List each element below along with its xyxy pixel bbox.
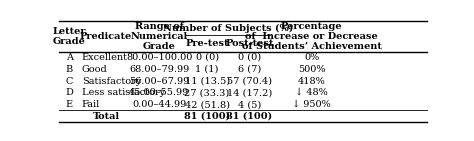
Text: Pre-test: Pre-test [185,39,229,48]
Text: Fail: Fail [82,100,100,109]
Text: Good: Good [82,65,108,74]
Text: 81 (100): 81 (100) [226,112,273,121]
Text: Less satisfactory: Less satisfactory [82,88,165,97]
Text: 0%: 0% [304,53,319,62]
Text: D: D [65,88,73,97]
Text: 42 (51.8): 42 (51.8) [184,100,229,109]
Text: 80.00–100.00: 80.00–100.00 [126,53,192,62]
Text: 11 (13.5): 11 (13.5) [184,77,230,85]
Text: 0.00–44.99: 0.00–44.99 [132,100,186,109]
Text: 45.00–55.99: 45.00–55.99 [129,88,190,97]
Text: 418%: 418% [298,77,326,85]
Text: Number of Subjects (%): Number of Subjects (%) [163,24,293,33]
Text: A: A [66,53,73,62]
Text: ↓ 48%: ↓ 48% [295,88,328,97]
Text: 4 (5): 4 (5) [238,100,261,109]
Text: 14 (17.2): 14 (17.2) [227,88,272,97]
Text: Predicate: Predicate [80,32,132,41]
Text: C: C [66,77,73,85]
Text: 0 (0): 0 (0) [196,53,219,62]
Text: 27 (33.3): 27 (33.3) [184,88,230,97]
Text: Range of
Numerical
Grade: Range of Numerical Grade [131,22,188,51]
Text: Satisfactory: Satisfactory [82,77,141,85]
Text: 57 (70.4): 57 (70.4) [227,77,272,85]
Text: E: E [66,100,73,109]
Text: 500%: 500% [298,65,326,74]
Text: 0 (0): 0 (0) [238,53,261,62]
Text: 68.00–79.99: 68.00–79.99 [129,65,190,74]
Text: 56.00–67.99: 56.00–67.99 [129,77,190,85]
Text: ↓ 950%: ↓ 950% [292,100,331,109]
Text: 6 (7): 6 (7) [238,65,261,74]
Text: Letter
Grade: Letter Grade [53,27,86,46]
Text: Excellent: Excellent [82,53,128,62]
Text: 81 (100): 81 (100) [184,112,230,121]
Text: 1 (1): 1 (1) [195,65,219,74]
Text: Post-test: Post-test [225,39,273,48]
Text: Percentage
of  Increase or Decrease
of Students’ Achievement: Percentage of Increase or Decrease of St… [242,22,382,51]
Text: B: B [66,65,73,74]
Text: Total: Total [92,112,119,121]
